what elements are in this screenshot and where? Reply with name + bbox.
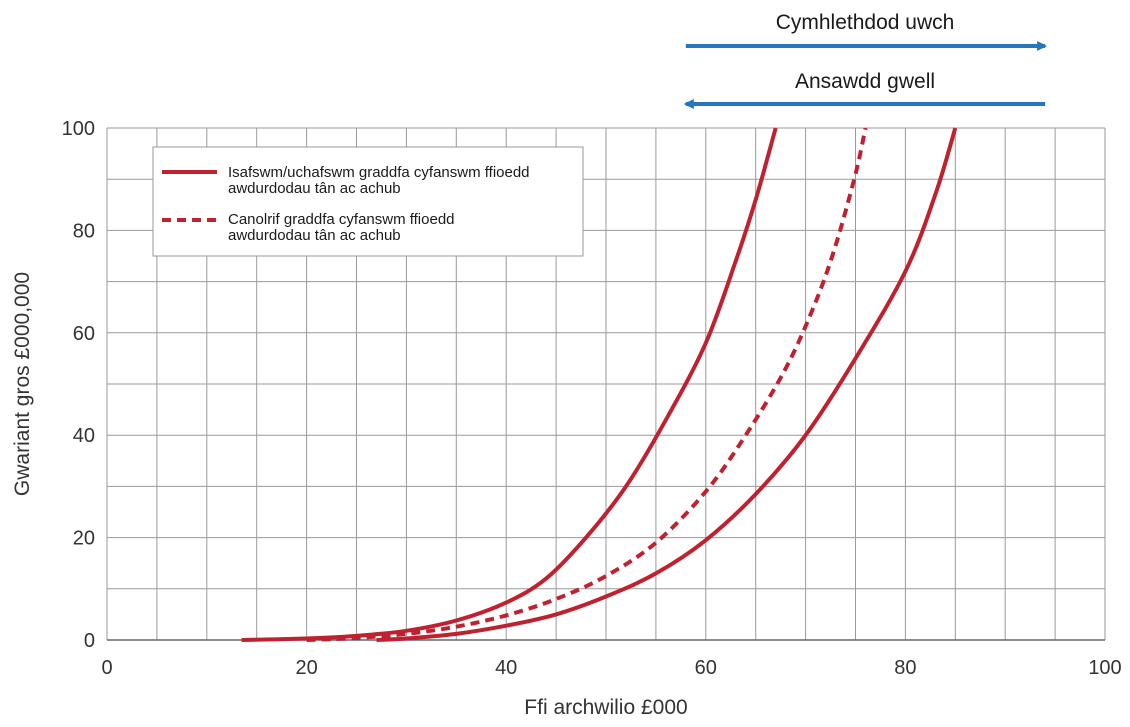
x-tick-label: 0	[101, 657, 112, 679]
x-tick-label: 60	[695, 657, 717, 679]
y-tick-label: 80	[73, 220, 95, 242]
legend-label-solid-line2: awdurdodau tân ac achub	[228, 180, 401, 197]
y-tick-label: 100	[62, 118, 95, 140]
y-tick-label: 20	[73, 528, 95, 550]
y-tick-label: 60	[73, 323, 95, 345]
y-axis-title: Gwariant gros £000,000	[11, 272, 34, 496]
x-tick-label: 20	[295, 657, 317, 679]
x-tick-label: 100	[1088, 657, 1121, 679]
tick-labels: 0 20 40 60 80 100 0 20 40 60 80 100	[62, 118, 1122, 679]
legend-box	[152, 146, 584, 257]
legend-label-dashed-line1: Canolrif graddfa cyfanswm ffioedd	[228, 211, 455, 228]
legend-label-dashed-line2: awdurdodau tân ac achub	[228, 227, 401, 244]
y-tick-label: 40	[73, 425, 95, 447]
legend-label-solid-line1: Isafswm/uchafswm graddfa cyfanswm ffioed…	[228, 164, 530, 181]
x-tick-label: 80	[894, 657, 916, 679]
series-layer	[241, 127, 958, 642]
arrow-label-complexity: Cymhlethdod uwch	[776, 11, 955, 34]
x-axis-title: Ffi archwilio £000	[524, 696, 687, 719]
x-tick-label: 40	[495, 657, 517, 679]
arrow-label-quality: Ansawdd gwell	[795, 70, 935, 93]
series-line-1	[241, 127, 778, 642]
annotations: Cymhlethdod uwch Ansawdd gwell	[683, 11, 1048, 109]
series-line-2	[306, 127, 868, 642]
series-line-3	[376, 127, 958, 642]
y-tick-label: 0	[84, 630, 95, 652]
legend: Isafswm/uchafswm graddfa cyfanswm ffioed…	[152, 146, 584, 257]
